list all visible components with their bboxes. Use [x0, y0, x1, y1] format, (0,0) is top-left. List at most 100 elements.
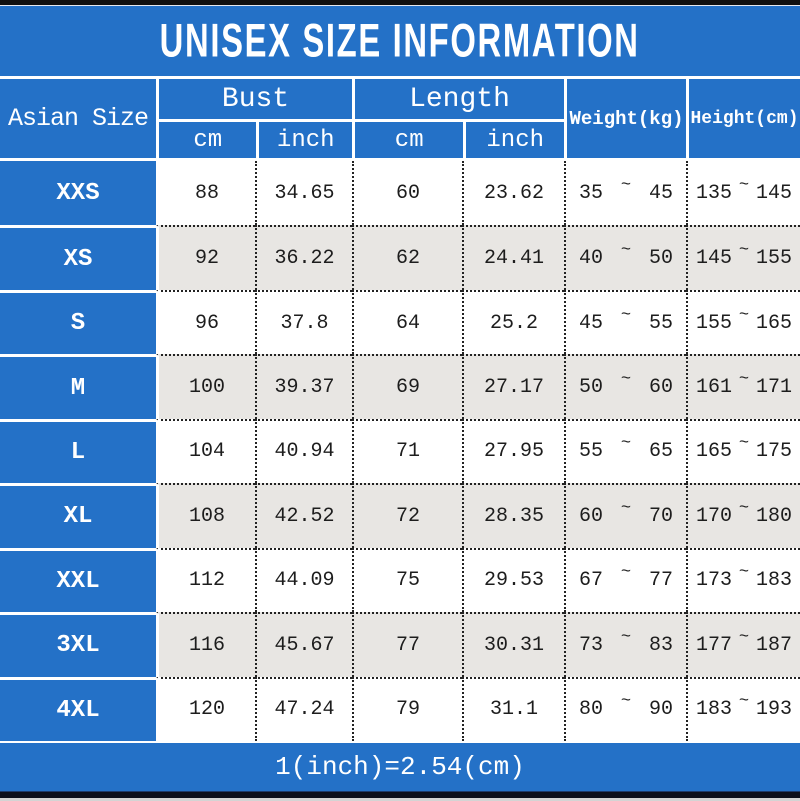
- height-max-value: 171: [755, 376, 792, 400]
- column-group-length: Length cm inch: [352, 79, 564, 158]
- length-cm-value: 64: [395, 311, 420, 335]
- weight-max-value: 55: [648, 311, 673, 335]
- bust-inch-cell: 34.65: [255, 161, 352, 226]
- size-label: 4XL: [56, 696, 100, 724]
- weight-range-cell: 40 ~ 50: [564, 225, 686, 290]
- height-min-value: 135: [696, 181, 733, 205]
- size-label: S: [70, 310, 86, 338]
- bust-inch-cell: 36.22: [255, 225, 352, 290]
- table-row: M 100 39.37 69 27.17 50 ~ 60 161 ~ 171: [0, 354, 800, 419]
- size-label-cell: XXS: [0, 161, 156, 226]
- conversion-note-band: 1(inch)=2.54(cm): [0, 741, 800, 791]
- bust-cm-value: 104: [188, 440, 225, 464]
- tilde-symbol: ~: [738, 241, 750, 261]
- weight-min-value: 80: [579, 698, 604, 722]
- height-min-value: 170: [696, 504, 733, 528]
- length-inch-cell: 27.95: [462, 418, 564, 484]
- weight-min-value: 60: [579, 504, 604, 528]
- table-row: XS 92 36.22 62 24.41 40 ~ 50 145 ~ 155: [0, 225, 800, 290]
- bust-inch-cell: 42.52: [255, 483, 352, 548]
- bust-cm-cell: 112: [156, 547, 255, 613]
- bust-cm-cell: 108: [156, 483, 255, 548]
- weight-min-value: 73: [579, 633, 604, 657]
- size-label-cell: 3XL: [0, 612, 156, 677]
- height-max-value: 187: [755, 633, 792, 657]
- size-label-cell: XS: [0, 225, 156, 290]
- column-header-length: Length: [355, 79, 564, 122]
- size-label: XXL: [56, 567, 100, 595]
- bust-inch-cell: 44.09: [255, 547, 352, 613]
- length-cm-cell: 77: [352, 612, 462, 677]
- tilde-symbol: ~: [738, 627, 750, 647]
- length-inch-value: 27.95: [483, 440, 544, 464]
- height-min-value: 173: [696, 569, 733, 593]
- length-inch-cell: 30.31: [462, 612, 564, 677]
- column-header-bust: Bust: [159, 79, 352, 122]
- height-max-value: 183: [755, 569, 792, 593]
- weight-max-value: 90: [648, 698, 673, 722]
- weight-max-value: 70: [648, 504, 673, 528]
- bust-inch-cell: 47.24: [255, 676, 352, 741]
- bust-inch-cell: 45.67: [255, 612, 352, 677]
- length-cm-cell: 62: [352, 225, 462, 290]
- weight-range-cell: 45 ~ 55: [564, 289, 686, 355]
- bust-inch-value: 36.22: [274, 247, 335, 271]
- height-min-value: 145: [696, 247, 733, 271]
- length-inch-cell: 31.1: [462, 676, 564, 741]
- bust-inch-value: 45.67: [274, 633, 335, 657]
- size-label: XXS: [56, 179, 100, 207]
- bust-cm-cell: 92: [156, 225, 255, 290]
- height-max-value: 155: [755, 247, 792, 271]
- bust-cm-cell: 104: [156, 418, 255, 484]
- title-band: UNISEX SIZE INFORMATION: [0, 6, 800, 79]
- top-border-bar: [0, 0, 800, 6]
- length-cm-value: 77: [395, 633, 420, 657]
- height-min-value: 155: [696, 311, 733, 335]
- column-header-weight: Weight(kg): [564, 79, 686, 158]
- bust-cm-cell: 120: [156, 676, 255, 741]
- length-cm-value: 72: [395, 504, 420, 528]
- height-max-value: 180: [755, 504, 792, 528]
- length-cm-cell: 79: [352, 676, 462, 741]
- bust-cm-value: 96: [194, 311, 219, 335]
- weight-max-value: 45: [648, 181, 673, 205]
- table-row: L 104 40.94 71 27.95 55 ~ 65 165 ~ 175: [0, 418, 800, 484]
- bust-cm-value: 116: [188, 633, 225, 657]
- weight-max-value: 50: [648, 247, 673, 271]
- size-label: M: [70, 374, 86, 402]
- size-label-cell: L: [0, 418, 156, 484]
- weight-min-value: 45: [579, 311, 604, 335]
- table-header: Asian Size Bust cm inch Length cm inch W…: [0, 79, 800, 161]
- size-label-cell: 4XL: [0, 676, 156, 741]
- weight-min-value: 50: [579, 376, 604, 400]
- table-row: XXS 88 34.65 60 23.62 35 ~ 45 135 ~ 145: [0, 161, 800, 226]
- column-header-bust-inch: inch: [256, 122, 352, 158]
- height-max-value: 165: [755, 311, 792, 335]
- tilde-symbol: ~: [738, 692, 750, 712]
- height-range-cell: 135 ~ 145: [686, 161, 800, 226]
- weight-range-cell: 80 ~ 90: [564, 676, 686, 741]
- table-row: S 96 37.8 64 25.2 45 ~ 55 155 ~ 165: [0, 289, 800, 355]
- weight-min-value: 55: [579, 440, 604, 464]
- bust-subheader-row: cm inch: [159, 122, 352, 158]
- size-label-cell: XL: [0, 483, 156, 548]
- bust-cm-value: 92: [194, 247, 219, 271]
- length-inch-value: 25.2: [489, 311, 538, 335]
- tilde-symbol: ~: [620, 692, 632, 712]
- length-inch-value: 31.1: [489, 698, 538, 722]
- height-range-cell: 173 ~ 183: [686, 547, 800, 613]
- weight-max-value: 83: [648, 633, 673, 657]
- tilde-symbol: ~: [620, 370, 632, 390]
- height-max-value: 145: [755, 181, 792, 205]
- size-label-cell: M: [0, 354, 156, 419]
- length-subheader-row: cm inch: [355, 122, 564, 158]
- bust-cm-value: 120: [188, 698, 225, 722]
- column-header-length-inch: inch: [463, 122, 564, 158]
- length-cm-cell: 60: [352, 161, 462, 226]
- size-label: XS: [63, 245, 93, 273]
- length-inch-value: 23.62: [483, 181, 544, 205]
- tilde-symbol: ~: [738, 498, 750, 518]
- column-header-asian-size: Asian Size: [7, 104, 149, 133]
- weight-range-cell: 50 ~ 60: [564, 354, 686, 419]
- length-inch-cell: 27.17: [462, 354, 564, 419]
